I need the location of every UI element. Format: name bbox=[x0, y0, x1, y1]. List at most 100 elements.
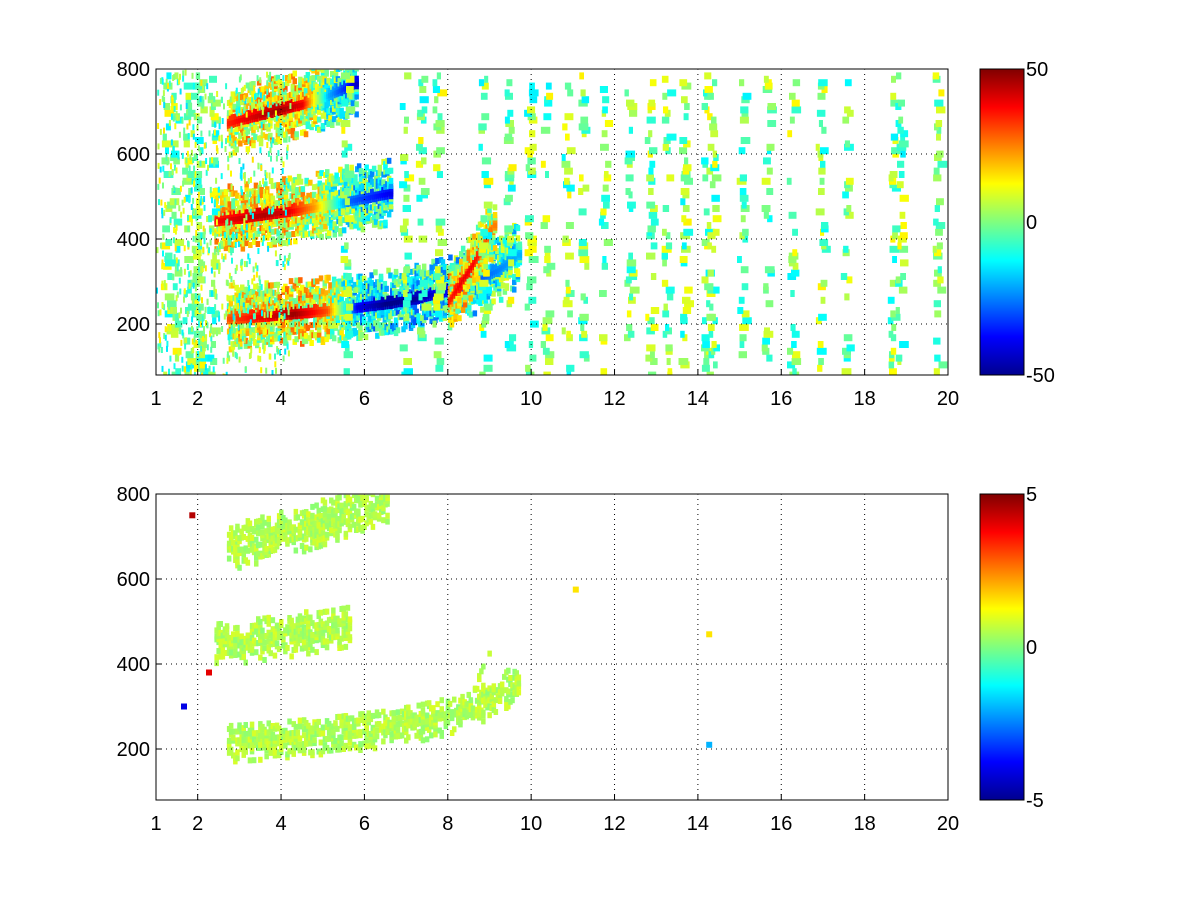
heatmap-cell bbox=[477, 262, 483, 269]
heatmap-cell bbox=[821, 86, 828, 93]
heatmap-cell bbox=[843, 245, 849, 253]
heatmap-cell bbox=[604, 171, 609, 178]
heatmap-cell bbox=[162, 225, 170, 233]
heatmap-cell bbox=[565, 252, 574, 260]
heatmap-cell bbox=[187, 358, 197, 365]
heatmap-cell bbox=[300, 191, 306, 198]
heatmap-cell bbox=[526, 283, 533, 291]
heatmap-cell bbox=[791, 99, 800, 107]
heatmap-cell bbox=[624, 89, 629, 97]
heatmap-cell bbox=[285, 293, 290, 300]
heatmap-cell bbox=[629, 293, 634, 301]
heatmap-cell bbox=[432, 86, 440, 93]
heatmap-cell bbox=[434, 303, 441, 311]
heatmap-cell bbox=[889, 279, 897, 287]
heatmap-cell bbox=[648, 130, 653, 138]
heatmap-cell bbox=[316, 336, 322, 343]
heatmap-cell bbox=[504, 89, 510, 97]
heatmap-cell bbox=[268, 178, 274, 184]
heatmap-cell bbox=[598, 218, 605, 226]
heatmap-cell bbox=[307, 86, 312, 93]
heatmap-cell bbox=[470, 293, 476, 300]
heatmap-cell bbox=[182, 167, 189, 175]
heatmap-cell bbox=[235, 192, 240, 199]
heatmap-cell bbox=[173, 218, 183, 226]
heatmap-cell bbox=[419, 279, 428, 287]
heatmap-cell bbox=[512, 238, 517, 245]
heatmap-cell bbox=[887, 317, 894, 325]
heatmap-cell bbox=[340, 208, 346, 216]
heatmap-cell bbox=[167, 273, 173, 280]
heatmap-cell bbox=[172, 313, 180, 321]
heatmap-cell bbox=[843, 334, 853, 342]
heatmap-cell bbox=[421, 290, 428, 297]
heatmap-cell bbox=[320, 288, 326, 294]
heatmap-cell bbox=[328, 282, 333, 289]
heatmap-cell bbox=[190, 279, 200, 287]
heatmap-cell bbox=[436, 147, 445, 155]
heatmap-cell bbox=[604, 120, 614, 127]
heatmap-cell bbox=[186, 103, 193, 110]
heatmap-cell bbox=[393, 317, 399, 324]
heatmap-cell bbox=[580, 89, 586, 97]
heatmap-cell bbox=[421, 263, 427, 270]
heatmap-cell bbox=[890, 92, 897, 100]
heatmap-cell bbox=[351, 207, 356, 214]
heatmap-cell bbox=[648, 167, 654, 175]
heatmap-cell bbox=[225, 196, 231, 203]
heatmap-cell bbox=[436, 72, 441, 80]
heatmap-cell bbox=[416, 194, 423, 202]
heatmap-cell bbox=[371, 165, 377, 172]
heatmap-cell bbox=[375, 325, 380, 332]
heatmap-cell bbox=[625, 150, 636, 158]
heatmap-cell bbox=[562, 123, 568, 131]
heatmap-cell bbox=[707, 242, 712, 250]
heatmap-cell bbox=[251, 288, 256, 295]
heatmap-cell bbox=[460, 245, 466, 252]
heatmap-cell bbox=[645, 313, 650, 321]
heatmap-cell bbox=[644, 137, 651, 144]
heatmap-cell bbox=[325, 184, 330, 191]
heatmap-cell bbox=[888, 361, 895, 369]
heatmap-cell bbox=[198, 259, 204, 267]
heatmap-cell bbox=[183, 140, 190, 148]
heatmap-cell bbox=[417, 218, 424, 226]
heatmap-cell bbox=[344, 143, 353, 151]
heatmap-cell bbox=[354, 63, 359, 69]
heatmap-cell bbox=[309, 322, 314, 329]
heatmap-cell bbox=[344, 242, 349, 250]
heatmap-cell bbox=[185, 92, 193, 100]
heatmap-cell bbox=[335, 119, 341, 126]
heatmap-cell bbox=[509, 334, 517, 342]
heatmap-cell bbox=[348, 277, 354, 284]
heatmap-cell bbox=[504, 116, 510, 124]
heatmap-cell bbox=[355, 181, 360, 188]
heatmap-cell bbox=[508, 259, 515, 267]
heatmap-cell bbox=[236, 205, 242, 212]
heatmap-cell bbox=[684, 157, 689, 165]
heatmap-cell bbox=[711, 116, 717, 124]
heatmap-cell bbox=[500, 246, 506, 253]
heatmap-cell bbox=[626, 266, 636, 274]
heatmap-cell bbox=[818, 167, 826, 175]
heatmap-cell bbox=[266, 125, 271, 132]
heatmap-cell bbox=[566, 330, 571, 338]
heatmap-cell bbox=[244, 181, 249, 188]
heatmap-cell bbox=[305, 120, 311, 127]
heatmap-cell bbox=[337, 116, 342, 123]
heatmap-cell bbox=[200, 351, 205, 359]
heatmap-cell bbox=[260, 91, 266, 98]
heatmap-cell bbox=[316, 331, 322, 338]
heatmap-cell bbox=[429, 269, 434, 276]
heatmap-cell bbox=[360, 226, 366, 233]
heatmap-cell bbox=[230, 96, 236, 103]
heatmap-cell bbox=[163, 371, 168, 375]
heatmap-cell bbox=[792, 351, 801, 359]
heatmap-cell bbox=[544, 256, 551, 263]
heatmap-cell bbox=[324, 83, 329, 90]
heatmap-cell bbox=[341, 168, 347, 175]
heatmap-cell bbox=[701, 276, 709, 284]
heatmap-cell bbox=[228, 300, 234, 307]
heatmap-cell bbox=[846, 276, 853, 284]
heatmap-cell bbox=[739, 79, 745, 87]
